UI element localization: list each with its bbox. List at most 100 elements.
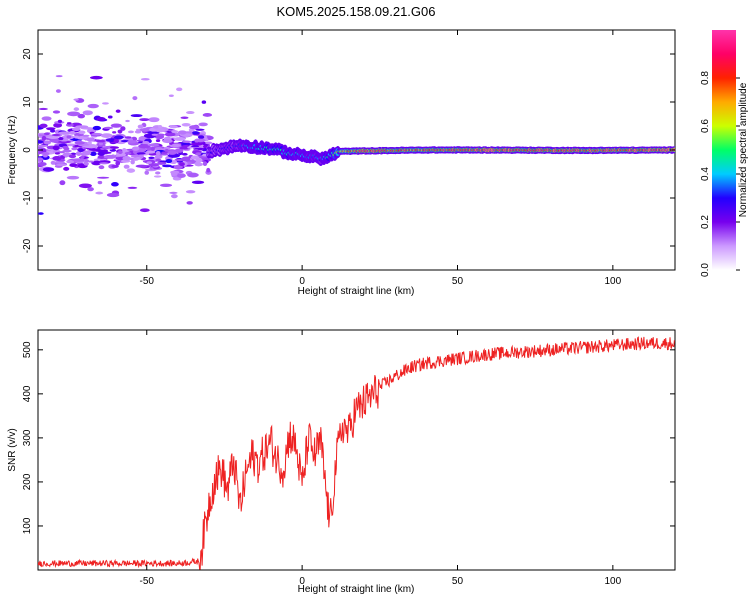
spectral-speckle — [72, 158, 85, 162]
spectral-speckle — [59, 180, 66, 186]
spectral-speckle — [58, 140, 72, 144]
spectral-speckle — [137, 124, 144, 129]
spectral-speckle — [179, 162, 185, 167]
spectral-speckle — [75, 125, 89, 129]
spectral-speckle — [181, 152, 188, 156]
snr-xlabel: Height of straight line (km) — [298, 584, 415, 595]
spectral-speckle — [102, 102, 109, 105]
spectral-speckle — [98, 142, 104, 146]
spectral-speckle — [162, 139, 173, 144]
colorbar-tick-label: 0.0 — [700, 263, 711, 277]
spectral-speckle — [169, 191, 178, 194]
spectral-speckle — [187, 172, 199, 178]
spectral-speckle — [177, 130, 187, 135]
spectral-speckle — [164, 132, 176, 137]
spectral-speckle — [143, 133, 151, 138]
spectral-speckle — [124, 136, 132, 139]
spectral-speckle — [146, 161, 153, 164]
spectral-speckle — [74, 135, 80, 139]
spectral-speckle — [82, 145, 95, 148]
spectral-speckle — [202, 161, 208, 167]
spectral-speckle — [110, 123, 122, 128]
spectral-speckle — [41, 116, 52, 121]
spectral-speckle — [111, 164, 119, 169]
spectral-speckle — [98, 165, 105, 170]
spectral-speckle — [173, 164, 183, 170]
spectral-speckle — [155, 150, 161, 156]
spectral-speckle — [38, 144, 49, 148]
spectral-speckle — [120, 126, 126, 131]
spectral-speckle — [115, 160, 121, 166]
spectral-speckle — [58, 136, 64, 141]
spectral-speckle — [99, 162, 110, 165]
snr-xtick-label: 100 — [605, 576, 622, 587]
spectral-speckle — [38, 134, 47, 137]
snr-ytick-label: 200 — [22, 473, 33, 490]
spectrogram-xlabel: Height of straight line (km) — [298, 286, 415, 297]
spectral-speckle — [47, 136, 59, 139]
spectral-speckle — [77, 113, 85, 119]
spectral-speckle — [127, 130, 134, 134]
spectral-speckle — [134, 130, 142, 134]
spectral-speckle — [42, 167, 55, 172]
spectral-speckle — [74, 141, 85, 145]
spectrogram-xtick-label: -50 — [140, 276, 155, 287]
spectral-speckle — [67, 111, 81, 117]
spectral-speckle — [82, 150, 92, 156]
spectral-speckle — [97, 180, 103, 185]
spectral-speckle — [192, 131, 200, 135]
spectral-speckle — [69, 163, 78, 167]
spectral-speckle — [189, 125, 200, 130]
spectral-speckle — [39, 123, 48, 128]
spectrogram-panel: -50 0 50 100 -20 -10 0 10 20 Height of straight … — [7, 29, 676, 297]
snr-xtick-label: 0 — [299, 576, 305, 587]
spectral-speckle — [96, 176, 110, 179]
spectral-speckle — [122, 155, 131, 161]
spectral-speckle — [88, 148, 100, 151]
spectral-speckle — [52, 110, 61, 114]
spectral-speckle — [169, 125, 178, 129]
snr-frame — [37, 329, 676, 571]
spectrogram-xtick-label: 0 — [299, 276, 305, 287]
spectral-speckle — [155, 128, 165, 133]
spectral-speckle — [69, 130, 76, 135]
spectral-speckle — [122, 147, 127, 153]
spectral-speckle — [155, 133, 166, 137]
spectral-speckle — [62, 149, 72, 153]
spectral-speckle — [41, 152, 50, 156]
spectral-speckle — [103, 126, 114, 130]
spectral-speckle — [165, 159, 173, 164]
spectral-speckle — [38, 157, 44, 162]
spectral-speckle — [135, 164, 148, 168]
spectral-speckle — [186, 201, 193, 205]
snr-ytick-label: 400 — [22, 385, 33, 402]
spectral-speckle — [154, 147, 163, 150]
spectral-speckle — [180, 116, 189, 120]
colorbar-label: Normalized spectral amplitude — [738, 82, 749, 217]
spectral-speckle — [112, 131, 117, 134]
spectral-speckle — [115, 109, 121, 113]
spectral-speckle — [185, 190, 196, 194]
spectral-speckle — [127, 140, 137, 144]
spectral-speckle — [38, 212, 44, 215]
colorbar-tick-label: 0.2 — [700, 215, 711, 229]
spectral-speckle — [110, 146, 119, 149]
spectral-speckle — [131, 146, 140, 151]
snr-ytick-label: 100 — [22, 517, 33, 534]
spectral-speckle — [130, 114, 143, 118]
spectral-speckle — [103, 154, 117, 159]
spectral-speckle — [73, 98, 79, 101]
spectral-speckle — [80, 155, 85, 159]
spectral-speckle — [203, 145, 208, 149]
spectral-speckle — [54, 152, 60, 155]
spectral-speckle — [150, 146, 155, 151]
spectral-speckle — [161, 164, 173, 168]
spectrogram-ytick-label: 20 — [22, 48, 33, 60]
colorbar: 0.0 0.2 0.4 0.6 0.8 Normalized spectral ampl… — [700, 30, 749, 277]
spectral-speckle — [55, 89, 61, 93]
spectral-speckle — [66, 160, 75, 164]
spectral-speckle — [51, 133, 61, 137]
spectral-speckle — [142, 140, 150, 145]
spectral-speckle — [66, 175, 80, 180]
spectral-speckle — [191, 180, 205, 185]
